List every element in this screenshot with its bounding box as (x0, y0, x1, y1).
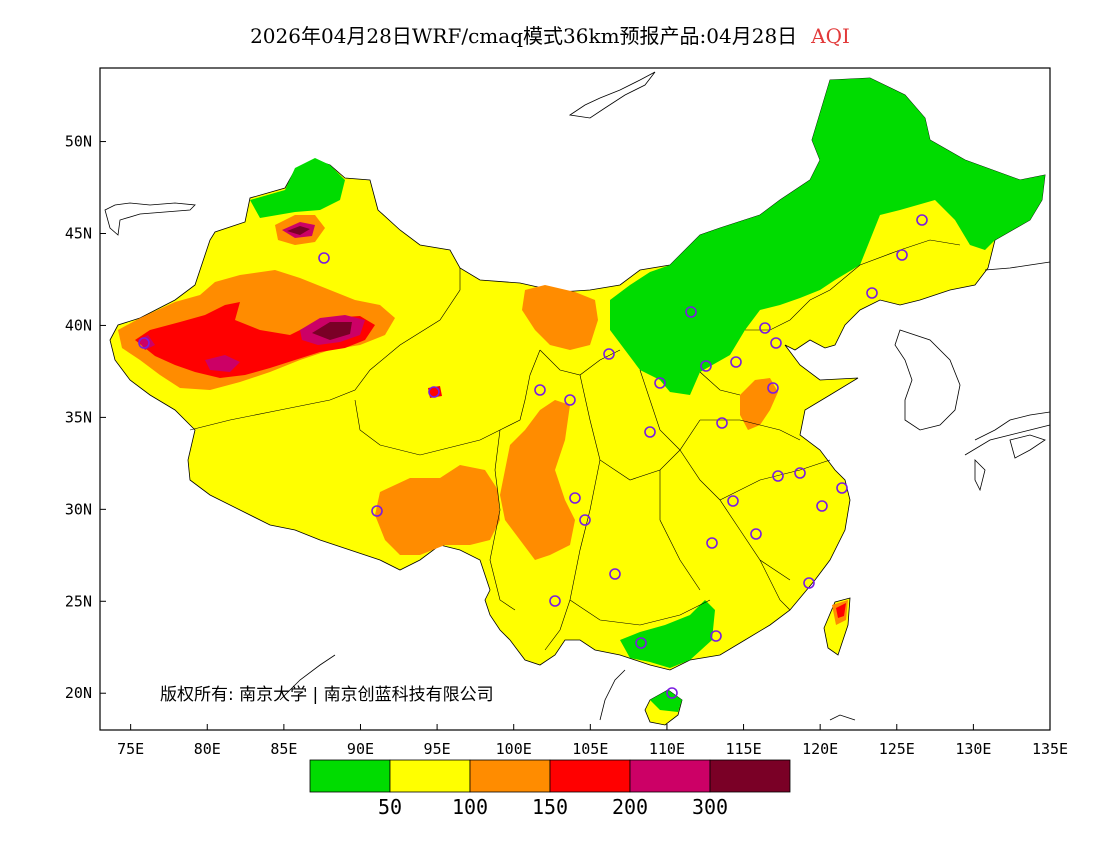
circle-marker-icon (916, 214, 928, 226)
x-tick-label: 110E (649, 740, 685, 758)
circle-marker-icon (710, 630, 722, 642)
y-axis: 50N 45N 40N 35N 30N 25N 20N (65, 133, 106, 702)
x-tick-label: 80E (194, 740, 221, 758)
red-taiwan (836, 603, 846, 618)
circle-marker-icon (836, 482, 848, 494)
orange-tibet-east (375, 465, 500, 555)
circle-marker-icon (730, 356, 742, 368)
legend-swatch (629, 759, 711, 793)
orange-sichuan (500, 400, 575, 560)
circle-marker-icon (564, 394, 576, 406)
title-text: 2026年04月28日WRF/cmaq模式36km预报产品:04月28日 (250, 24, 798, 48)
x-tick-label: 85E (270, 740, 297, 758)
variable-name: AQI (811, 24, 850, 48)
y-tick-label: 50N (65, 133, 92, 151)
station-markers (138, 214, 928, 699)
legend-swatch (389, 759, 471, 793)
circle-marker-icon (549, 595, 561, 607)
map-title: 2026年04月28日WRF/cmaq模式36km预报产品:04月28日 AQI (0, 20, 1100, 49)
circle-marker-icon (654, 377, 666, 389)
circle-marker-icon (866, 287, 878, 299)
legend-label: 200 (612, 795, 648, 819)
circle-marker-icon (635, 637, 647, 649)
red-tarim (135, 302, 375, 378)
circle-marker-icon (644, 426, 656, 438)
circle-marker-icon (603, 348, 615, 360)
circle-marker-icon (609, 568, 621, 580)
circle-marker-icon (716, 417, 728, 429)
x-tick-label: 90E (347, 740, 374, 758)
y-tick-label: 40N (65, 316, 92, 334)
y-tick-label: 25N (65, 592, 92, 610)
x-tick-label: 100E (496, 740, 532, 758)
circle-marker-icon (371, 505, 383, 517)
circle-marker-icon (750, 528, 762, 540)
x-tick-label: 115E (725, 740, 761, 758)
x-tick-label: 95E (424, 740, 451, 758)
legend-swatch (549, 759, 631, 793)
circle-marker-icon (428, 386, 440, 398)
circle-marker-icon (706, 537, 718, 549)
neighbor-coastlines (104, 71, 1051, 721)
x-tick-label: 120E (802, 740, 838, 758)
x-tick-label: 130E (955, 740, 991, 758)
x-tick-label: 105E (572, 740, 608, 758)
maroon-north-xinjiang (287, 226, 310, 235)
x-tick-label: 75E (117, 740, 144, 758)
legend-label: 50 (378, 795, 402, 819)
circle-marker-icon (767, 382, 779, 394)
color-legend: 50 100 150 200 300 (309, 759, 791, 819)
green-hainan (650, 690, 682, 712)
circle-marker-icon (318, 252, 330, 264)
green-northeast (610, 78, 1045, 395)
circle-marker-icon (569, 492, 581, 504)
circle-marker-icon (816, 500, 828, 512)
circle-marker-icon (803, 577, 815, 589)
green-north-xinjiang (250, 158, 345, 218)
legend-label: 150 (532, 795, 568, 819)
circle-marker-icon (896, 249, 908, 261)
legend-label: 300 (692, 795, 728, 819)
circle-marker-icon (770, 337, 782, 349)
x-tick-label: 135E (1032, 740, 1068, 758)
circle-marker-icon (794, 467, 806, 479)
green-south (620, 600, 715, 668)
legend-label: 100 (452, 795, 488, 819)
y-tick-label: 20N (65, 684, 92, 702)
legend-swatch (469, 759, 551, 793)
orange-qaidam (522, 285, 598, 350)
maroon-tarim-east (312, 322, 352, 340)
y-tick-label: 30N (65, 500, 92, 518)
circle-marker-icon (666, 687, 678, 699)
copyright-text: 版权所有: 南京大学 | 南京创蓝科技有限公司 (160, 685, 494, 705)
circle-marker-icon (727, 495, 739, 507)
map-content (109, 77, 1046, 726)
circle-marker-icon (579, 514, 591, 526)
y-tick-label: 35N (65, 408, 92, 426)
province-boundaries (189, 239, 961, 651)
circle-marker-icon (685, 306, 697, 318)
y-tick-label: 45N (65, 225, 92, 243)
circle-marker-icon (759, 322, 771, 334)
circle-marker-icon (700, 360, 712, 372)
x-axis: 75E 80E 85E 90E 95E 100E 105E 110E 115E 120E 125E 1… (117, 724, 1068, 758)
legend-swatch (309, 759, 391, 793)
purple-tarim-south (205, 355, 240, 372)
circle-marker-icon (534, 384, 546, 396)
circle-marker-icon (772, 470, 784, 482)
circle-marker-icon (138, 337, 150, 349)
x-tick-label: 125E (879, 740, 915, 758)
legend-swatch (709, 759, 791, 793)
